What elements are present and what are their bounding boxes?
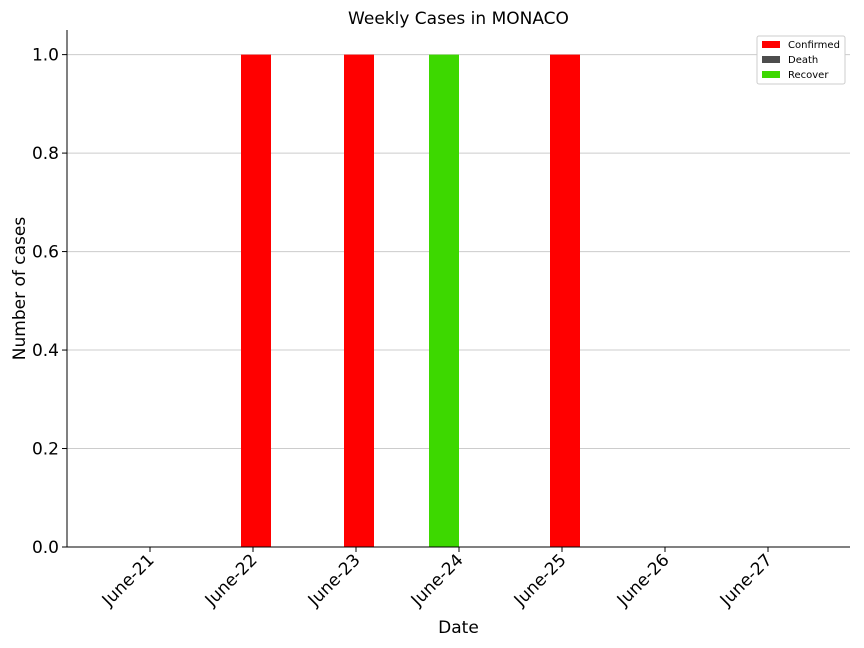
bar-confirmed-june-22 (241, 54, 271, 547)
y-tick-label-0: 0.0 (32, 538, 59, 558)
y-axis-label: Number of cases (10, 217, 30, 361)
y-ticks: 0.0 0.2 0.4 0.6 0.8 1.0 (32, 46, 67, 558)
legend-label-recover: Recover (788, 70, 829, 81)
y-tick-label-3: 0.6 (32, 243, 59, 263)
y-tick-label-2: 0.4 (32, 341, 59, 361)
chart-title: Weekly Cases in MONACO (348, 9, 569, 29)
x-axis-label: Date (438, 618, 479, 638)
bar-recover-june-24 (429, 54, 459, 547)
bar-confirmed-june-23 (344, 54, 374, 547)
legend-label-confirmed: Confirmed (788, 40, 840, 51)
y-tick-label-5: 1.0 (32, 46, 59, 66)
legend-swatch-death (762, 56, 780, 63)
legend-label-death: Death (788, 55, 818, 66)
bars-layer (241, 54, 580, 547)
legend: Confirmed Death Recover (756, 35, 846, 85)
y-tick-label-4: 0.8 (32, 144, 59, 164)
legend-swatch-recover (762, 71, 780, 78)
legend-swatch-confirmed (762, 41, 780, 48)
bar-confirmed-june-25 (550, 54, 580, 547)
y-tick-label-1: 0.2 (32, 440, 59, 460)
